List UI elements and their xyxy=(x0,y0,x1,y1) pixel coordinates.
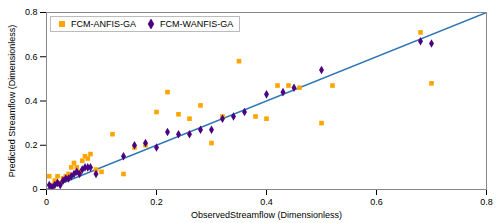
svg-text:0.2: 0.2 xyxy=(25,140,38,150)
svg-text:0.4: 0.4 xyxy=(25,96,38,106)
svg-text:0.4: 0.4 xyxy=(260,197,273,207)
svg-text:0.6: 0.6 xyxy=(25,52,38,62)
svg-text:0.6: 0.6 xyxy=(370,197,383,207)
svg-text:0: 0 xyxy=(44,197,49,207)
html-text:FCM-WANFIS-GA: FCM-WANFIS-GA xyxy=(160,19,234,29)
svg-text:0.8: 0.8 xyxy=(25,7,38,17)
svg-text:0: 0 xyxy=(32,184,37,194)
html-text:FCM-ANFIS-GA: FCM-ANFIS-GA xyxy=(71,19,136,29)
svg-text:0.8: 0.8 xyxy=(480,197,493,207)
svg-text:Predicted Streamflow (Dimensio: Predicted Streamflow (Dimensionless) xyxy=(7,25,17,178)
svg-text:0.2: 0.2 xyxy=(150,197,163,207)
svg-text:ObservedStreamflow (Dimensionl: ObservedStreamflow (Dimensionless) xyxy=(191,210,342,220)
